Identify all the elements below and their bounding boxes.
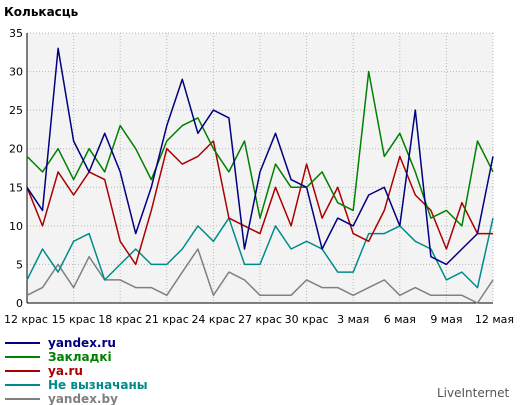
y-tick-label: 20 (9, 143, 23, 156)
x-tick-label: 24 крас (191, 313, 235, 326)
y-tick-label: 35 (9, 27, 23, 40)
y-tick-label: 30 (9, 66, 23, 79)
x-tick-label: 30 крас (285, 313, 329, 326)
legend-label: yandex.ru (48, 336, 116, 350)
legend-label: Закладкі (48, 350, 112, 364)
x-tick-label: 12 мая (475, 313, 514, 326)
series-lines (26, 47, 494, 304)
x-tick-label: 9 мая (430, 313, 462, 326)
x-axis-ticks: 12 крас 15 крас 18 крас 21 крас 24 крас 27 кр… (4, 313, 514, 326)
y-tick-label: 15 (9, 181, 23, 194)
x-tick-label: 21 крас (145, 313, 189, 326)
axes (26, 33, 493, 304)
grid (27, 32, 494, 303)
x-tick-label: 18 крас (98, 313, 142, 326)
series-line (26, 140, 493, 266)
x-tick-label: 27 крас (238, 313, 282, 326)
y-tick-label: 10 (9, 220, 23, 233)
series-line (26, 70, 494, 227)
y-tick-label: 25 (9, 104, 23, 117)
brand-label: LiveInternet (437, 386, 509, 400)
legend-label: Не вызначаны (48, 378, 148, 392)
y-tick-label: 5 (16, 258, 23, 271)
chart-title: Колькасць (4, 5, 79, 19)
series-line (26, 47, 494, 266)
legend-label: ya.ru (48, 364, 83, 378)
x-tick-label: 6 мая (384, 313, 416, 326)
x-tick-label: 12 крас (4, 313, 48, 326)
y-tick-label: 0 (16, 297, 23, 310)
series-line (26, 217, 494, 289)
y-axis-ticks: 0 5 10 15 20 25 30 35 (9, 27, 23, 310)
legend-label: yandex.by (48, 392, 118, 405)
x-tick-label: 15 крас (52, 313, 96, 326)
x-tick-label: 3 мая (337, 313, 369, 326)
